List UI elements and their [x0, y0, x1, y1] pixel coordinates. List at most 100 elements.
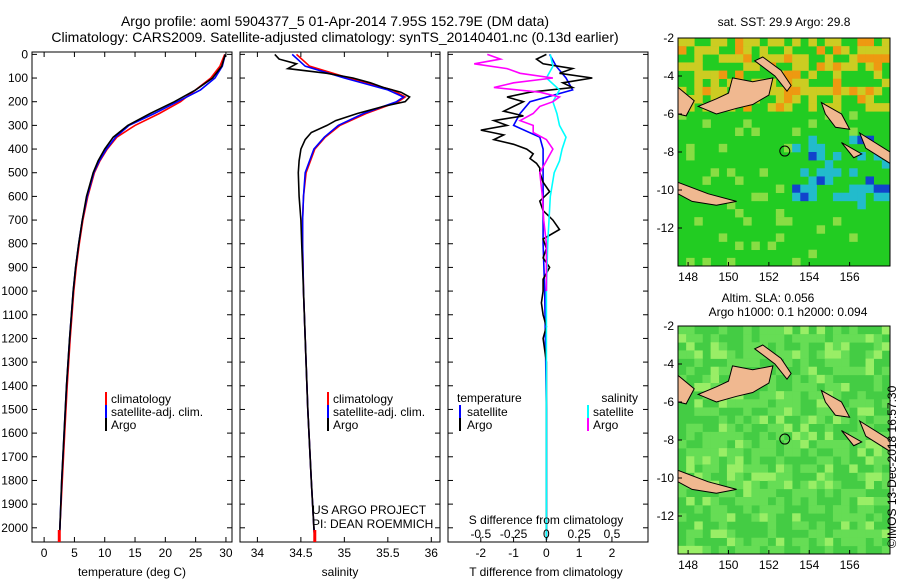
field-cell [784, 440, 793, 449]
field-cell [751, 456, 760, 465]
field-cell [873, 383, 883, 392]
field-cell [735, 464, 744, 473]
field-cell [792, 184, 801, 194]
field-cell [816, 350, 826, 359]
field-cell [751, 545, 760, 554]
field-cell [816, 440, 826, 449]
y-tick-label: -12 [657, 509, 675, 523]
field-cell [743, 480, 752, 490]
series-line-satellite-adj-clim- [58, 54, 227, 540]
field-cell [832, 480, 842, 490]
field-cell [816, 176, 826, 185]
field-cell [792, 391, 801, 400]
field-cell [710, 334, 720, 343]
field-cell [873, 513, 883, 522]
salinity-xticks: 34 34.5 35 35.5 36 [251, 52, 438, 560]
field-cell [792, 374, 801, 384]
field-cell [784, 217, 793, 226]
field-cell [857, 472, 866, 482]
series-line-satellite-adj-clim- [291, 53, 406, 540]
field-cell [694, 350, 703, 359]
field-cell [800, 366, 809, 376]
depth-tick-label: 800 [8, 237, 28, 251]
field-cell [824, 374, 834, 384]
field-cell [824, 160, 834, 169]
field-cell [775, 350, 785, 359]
land-shape [841, 430, 863, 447]
field-cell [678, 350, 687, 359]
x-tick-label: 30 [219, 546, 233, 560]
field-cell [849, 192, 858, 202]
field-cell [800, 440, 809, 449]
field-cell [775, 184, 785, 194]
field-cell [767, 480, 777, 490]
field-cell [824, 86, 834, 96]
field-cell [808, 103, 817, 112]
field-cell [792, 383, 801, 392]
field-cell [751, 62, 760, 71]
field-cell [881, 326, 890, 335]
field-cell [759, 464, 768, 473]
field-cell [775, 233, 785, 242]
field-cell [775, 464, 785, 473]
field-cell [726, 537, 736, 547]
field-cell [718, 513, 728, 522]
depth-tick-label: 0 [21, 47, 28, 61]
field-cell [800, 415, 809, 425]
field-cell [759, 168, 768, 177]
field-cell [857, 54, 866, 63]
field-cell [686, 537, 695, 547]
field-cell [775, 545, 785, 554]
field-cell [710, 448, 720, 457]
field-cell [808, 448, 817, 457]
field-cell [743, 488, 752, 498]
field-cell [718, 521, 728, 530]
field-cell [865, 176, 874, 185]
land-shape [678, 469, 737, 494]
depth-tick-label: 700 [8, 213, 28, 227]
field-cell [694, 62, 703, 71]
field-cell [743, 505, 752, 514]
field-cell [824, 423, 834, 433]
field-cell [808, 38, 817, 47]
field-cell [710, 86, 720, 96]
field-cell [857, 399, 866, 408]
field-cell [686, 257, 695, 266]
field-cell [726, 513, 736, 522]
field-cell [784, 54, 793, 63]
field-cell [743, 497, 752, 506]
depth-tick-label: 2000 [1, 521, 28, 535]
land-shape [678, 86, 695, 117]
field-cell [800, 342, 809, 351]
field-cell [808, 431, 817, 441]
difference-legend-temperature: temperature satellite Argo [457, 391, 522, 432]
x-tick-label: 154 [799, 558, 819, 572]
field-cell [800, 521, 809, 530]
field-cell [784, 326, 793, 335]
field-cell [767, 334, 777, 343]
field-cell [678, 440, 687, 449]
field-cell [873, 537, 883, 547]
field-cell [808, 488, 817, 498]
field-cell [775, 342, 785, 351]
field-cell [873, 415, 883, 425]
field-cell [759, 472, 768, 482]
field-cell [726, 456, 736, 465]
field-cell [849, 529, 858, 539]
field-cell [686, 497, 695, 506]
x-tick-label: 156 [840, 270, 860, 284]
field-cell [775, 391, 785, 400]
land-shape [820, 101, 851, 130]
field-cell [702, 464, 711, 473]
field-cell [849, 86, 858, 96]
field-cell [865, 505, 874, 514]
field-cell [743, 46, 752, 55]
legend-argo: Argo [111, 418, 137, 432]
field-cell [816, 399, 826, 408]
field-cell [881, 431, 890, 441]
field-cell [767, 383, 777, 392]
field-cell [824, 62, 834, 71]
y-tick-label: -10 [657, 471, 675, 485]
field-cell [841, 415, 850, 425]
field-cell [678, 62, 687, 71]
